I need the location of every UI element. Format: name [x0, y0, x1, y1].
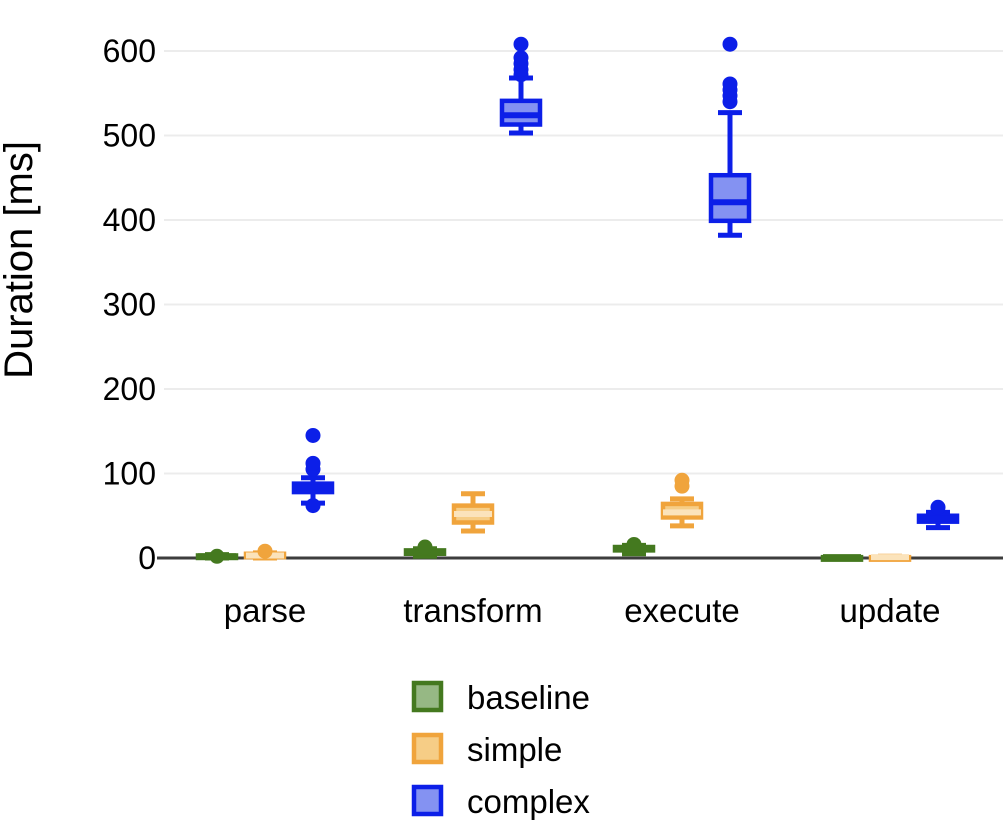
- y-tick-label: 200: [103, 371, 156, 407]
- simple-outlier-dot: [674, 472, 690, 488]
- category-label: execute: [624, 592, 740, 629]
- y-tick-label: 400: [103, 202, 156, 238]
- complex-outlier-dot: [513, 50, 529, 66]
- complex-outlier-dot: [513, 36, 529, 52]
- legend-swatch-baseline: [411, 680, 444, 713]
- y-tick-label: 300: [103, 287, 156, 323]
- y-tick-label: 100: [103, 456, 156, 492]
- complex-outlier-dot: [722, 76, 738, 92]
- complex-outlier-dot: [305, 498, 321, 514]
- baseline-outlier-dot: [626, 536, 642, 552]
- category-label: parse: [224, 592, 307, 629]
- legend-label-simple: simple: [467, 731, 562, 768]
- legend-swatch-simple: [411, 732, 444, 765]
- complex-outlier-dot: [305, 427, 321, 443]
- category-label: update: [840, 592, 941, 629]
- legend-swatch-complex: [411, 784, 444, 817]
- complex-box: [708, 172, 752, 224]
- legend-label-baseline: baseline: [467, 679, 590, 716]
- baseline-outlier-dot: [417, 539, 433, 555]
- y-axis-title: Duration [ms]: [0, 141, 41, 379]
- complex-outlier-dot: [930, 499, 946, 515]
- y-tick-label: 500: [103, 118, 156, 154]
- simple-outlier-dot: [257, 543, 273, 559]
- y-tick-label: 0: [138, 540, 156, 576]
- legend-label-complex: complex: [467, 783, 590, 820]
- y-tick-label: 600: [103, 33, 156, 69]
- category-label: transform: [403, 592, 542, 629]
- complex-outlier-dot: [722, 36, 738, 52]
- baseline-outlier-dot: [209, 548, 225, 564]
- complex-outlier-dot: [305, 455, 321, 471]
